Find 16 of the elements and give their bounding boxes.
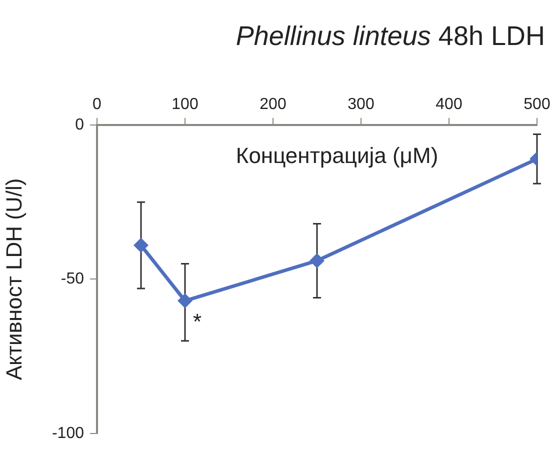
x-tick-label: 500: [524, 96, 550, 113]
y-tick-label: 0: [75, 116, 84, 134]
annotation: *: [193, 308, 202, 334]
x-tick-label: 0: [92, 96, 102, 113]
chart-title: Phellinus linteus 48h LDH: [236, 21, 545, 51]
x-axis-title: Концентрација (μM): [236, 143, 438, 168]
y-axis-title: Активност LDH (U/l): [1, 178, 26, 380]
point: [310, 254, 324, 268]
x-tick-label: 200: [260, 96, 286, 113]
x-tick-label: 400: [436, 96, 462, 113]
y-tick-label: -50: [60, 270, 84, 288]
x-tick-label: 100: [172, 96, 198, 113]
point: [134, 238, 148, 252]
x-tick-label: 300: [348, 96, 374, 113]
y-tick-label: -100: [52, 424, 84, 442]
point: [178, 294, 192, 308]
